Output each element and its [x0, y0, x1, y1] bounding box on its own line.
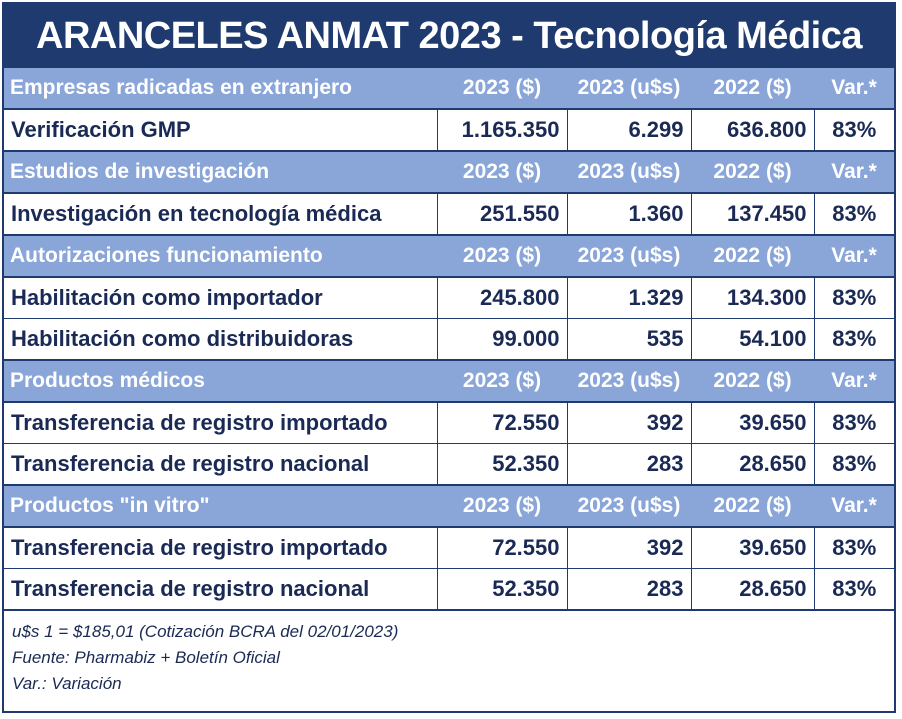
footnote-source: Fuente: Pharmabiz + Boletín Oficial — [12, 648, 280, 667]
cell-usd-2023: 535 — [567, 318, 692, 361]
cell-label: Investigación en tecnología médica — [4, 193, 438, 236]
cell-ars-2022: 134.300 — [691, 277, 815, 319]
cell-ars-2023: 72.550 — [437, 402, 568, 444]
table-row: Transferencia de registro importado 72.55… — [4, 402, 894, 444]
cell-variation: 83% — [814, 402, 894, 444]
cell-ars-2023: 99.000 — [437, 318, 568, 361]
section-header-row: Empresas radicadas en extranjero 2023 ($)… — [4, 68, 894, 110]
cell-ars-2023: 245.800 — [437, 277, 568, 319]
cell-usd-2023: 392 — [567, 527, 692, 569]
cell-variation: 83% — [814, 318, 894, 361]
section-header-ars-2023: 2023 ($) — [437, 235, 567, 278]
section-header-ars-2022: 2022 ($) — [691, 68, 814, 110]
section-header-ars-2022: 2022 ($) — [691, 151, 814, 194]
section-header-variation: Var.* — [814, 485, 894, 528]
section-header-ars-2023: 2023 ($) — [437, 68, 567, 110]
tariff-table-body: Empresas radicadas en extranjero 2023 ($)… — [4, 68, 894, 611]
section-header-row: Autorizaciones funcionamiento 2023 ($) 202… — [4, 235, 894, 278]
section-header-ars-2022: 2022 ($) — [691, 360, 814, 403]
section-header-variation: Var.* — [814, 68, 894, 110]
cell-label: Transferencia de registro nacional — [4, 568, 438, 611]
section-header-ars-2023: 2023 ($) — [437, 485, 567, 528]
cell-usd-2023: 1.360 — [567, 193, 692, 236]
cell-usd-2023: 283 — [567, 568, 692, 611]
section-header-usd-2023: 2023 (u$s) — [567, 485, 691, 528]
section-header-label: Productos "in vitro" — [4, 485, 437, 528]
cell-variation: 83% — [814, 527, 894, 569]
tariff-table: Empresas radicadas en extranjero 2023 ($)… — [4, 68, 894, 611]
cell-variation: 83% — [814, 443, 894, 486]
cell-label: Transferencia de registro importado — [4, 402, 438, 444]
section-header-variation: Var.* — [814, 151, 894, 194]
cell-ars-2022: 39.650 — [691, 527, 815, 569]
cell-variation: 83% — [814, 568, 894, 611]
cell-ars-2023: 251.550 — [437, 193, 568, 236]
cell-variation: 83% — [814, 109, 894, 152]
section-header-ars-2023: 2023 ($) — [437, 360, 567, 403]
cell-ars-2022: 137.450 — [691, 193, 815, 236]
cell-ars-2023: 1.165.350 — [437, 109, 568, 152]
table-row: Habilitación como distribuidoras 99.000 53… — [4, 318, 894, 361]
cell-variation: 83% — [814, 277, 894, 319]
footnote-exchange-rate: u$s 1 = $185,01 (Cotización BCRA del 02/… — [12, 622, 399, 641]
footnotes: u$s 1 = $185,01 (Cotización BCRA del 02/… — [4, 611, 894, 697]
section-header-usd-2023: 2023 (u$s) — [567, 360, 691, 403]
section-header-usd-2023: 2023 (u$s) — [567, 68, 691, 110]
table-row: Transferencia de registro nacional 52.350… — [4, 568, 894, 611]
cell-ars-2022: 39.650 — [691, 402, 815, 444]
cell-ars-2022: 28.650 — [691, 568, 815, 611]
cell-label: Verificación GMP — [4, 109, 438, 152]
cell-label: Transferencia de registro nacional — [4, 443, 438, 486]
section-header-row: Estudios de investigación 2023 ($) 2023 (u… — [4, 151, 894, 194]
section-header-label: Autorizaciones funcionamiento — [4, 235, 437, 278]
cell-ars-2022: 28.650 — [691, 443, 815, 486]
cell-ars-2023: 72.550 — [437, 527, 568, 569]
page-title: ARANCELES ANMAT 2023 - Tecnología Médica — [4, 4, 894, 68]
section-header-variation: Var.* — [814, 235, 894, 278]
table-row: Verificación GMP 1.165.350 6.299 636.800 83% — [4, 109, 894, 152]
cell-label: Transferencia de registro importado — [4, 527, 438, 569]
cell-usd-2023: 6.299 — [567, 109, 692, 152]
section-header-ars-2022: 2022 ($) — [691, 485, 814, 528]
table-row: Transferencia de registro importado 72.55… — [4, 527, 894, 569]
table-row: Transferencia de registro nacional 52.350… — [4, 443, 894, 486]
section-header-usd-2023: 2023 (u$s) — [567, 151, 691, 194]
cell-ars-2023: 52.350 — [437, 568, 568, 611]
table-row: Habilitación como importador 245.800 1.329… — [4, 277, 894, 319]
table-row: Investigación en tecnología médica 251.55… — [4, 193, 894, 236]
section-header-row: Productos "in vitro" 2023 ($) 2023 (u$s) 20… — [4, 485, 894, 528]
section-header-label: Productos médicos — [4, 360, 437, 403]
cell-ars-2022: 54.100 — [691, 318, 815, 361]
section-header-row: Productos médicos 2023 ($) 2023 (u$s) 2022 … — [4, 360, 894, 403]
section-header-label: Empresas radicadas en extranjero — [4, 68, 437, 110]
cell-usd-2023: 1.329 — [567, 277, 692, 319]
cell-ars-2023: 52.350 — [437, 443, 568, 486]
cell-variation: 83% — [814, 193, 894, 236]
section-header-ars-2023: 2023 ($) — [437, 151, 567, 194]
section-header-usd-2023: 2023 (u$s) — [567, 235, 691, 278]
footnote-variation: Var.: Variación — [12, 674, 122, 693]
cell-label: Habilitación como importador — [4, 277, 438, 319]
cell-label: Habilitación como distribuidoras — [4, 318, 438, 361]
section-header-label: Estudios de investigación — [4, 151, 437, 194]
cell-usd-2023: 392 — [567, 402, 692, 444]
cell-ars-2022: 636.800 — [691, 109, 815, 152]
section-header-variation: Var.* — [814, 360, 894, 403]
section-header-ars-2022: 2022 ($) — [691, 235, 814, 278]
cell-usd-2023: 283 — [567, 443, 692, 486]
